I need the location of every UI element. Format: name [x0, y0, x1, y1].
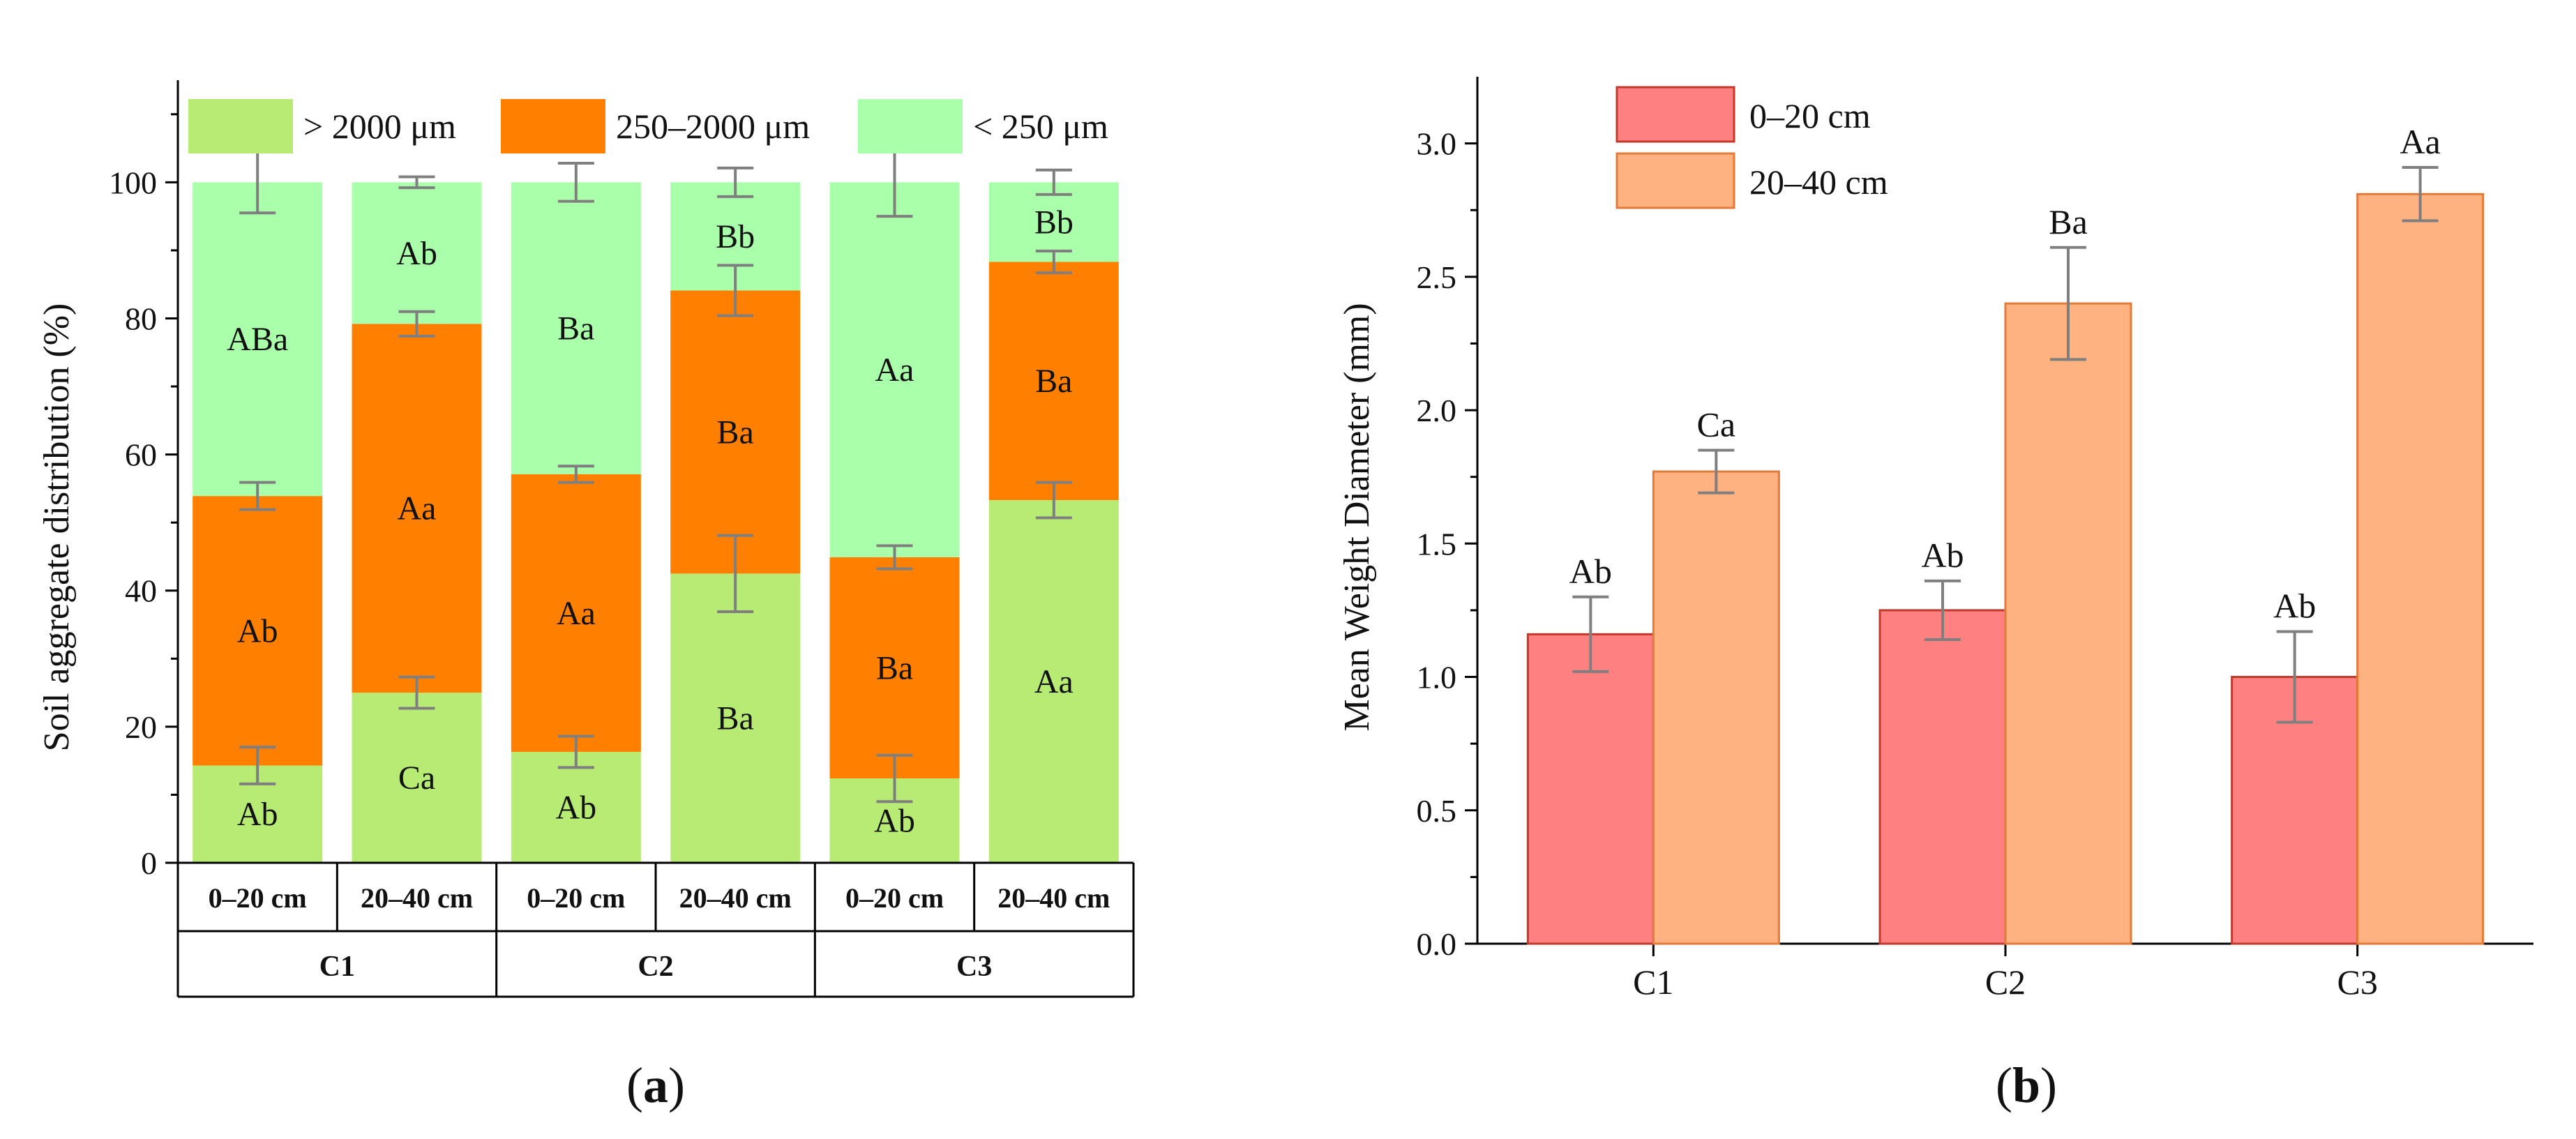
y-tick-label: 20	[125, 709, 157, 745]
significance-label: Bb	[1034, 204, 1074, 241]
x-category-label: C1	[1633, 963, 1673, 1002]
x-category-label: C2	[1985, 963, 2026, 1002]
legend-label: > 2000 μm	[303, 107, 456, 146]
significance-label: Aa	[398, 490, 437, 527]
x-category-label: 0–20 cm	[209, 882, 307, 914]
legend-swatch	[1615, 152, 1735, 209]
stacked-bar-segment	[829, 557, 960, 779]
legend-swatch	[858, 99, 963, 153]
legend-label: 250–2000 μm	[616, 107, 810, 146]
legend-label: 20–40 cm	[1749, 163, 1888, 202]
y-tick-label: 60	[125, 437, 157, 473]
stacked-bar-segment	[670, 290, 801, 574]
y-axis-title: Mean Weight Diameter (mm)	[1337, 303, 1377, 731]
significance-label: Ca	[1697, 405, 1736, 444]
significance-label: Aa	[557, 595, 596, 632]
legend-label: < 250 μm	[973, 107, 1108, 146]
stacked-bar-segment	[670, 573, 801, 863]
legend-label: 0–20 cm	[1749, 96, 1871, 135]
x-category-label: 0–20 cm	[527, 882, 625, 914]
bar	[1526, 633, 1655, 945]
legend-swatch	[188, 99, 293, 153]
panel-b-grouped-bar-chart: 0.0 0.5 1.0 1.5 2.0 2.5 3.0 Mean Weight Diamete…	[1337, 77, 2533, 1113]
bar	[1878, 609, 2007, 945]
significance-label: Ba	[557, 310, 594, 347]
significance-label: Ba	[1035, 363, 1072, 400]
y-tick-label: 40	[125, 573, 157, 609]
stacked-bar-segment	[988, 499, 1119, 863]
stacked-bar-segment	[511, 751, 641, 863]
significance-label: Ca	[398, 760, 435, 797]
significance-label: Ba	[717, 414, 754, 451]
y-tick-label: 80	[125, 301, 157, 336]
significance-label: Ab	[2273, 587, 2316, 626]
x-category-label: 20–40 cm	[361, 882, 473, 914]
significance-label: Ab	[555, 789, 596, 826]
y-tick-label: 2.5	[1417, 259, 1457, 295]
significance-label: Ab	[237, 796, 278, 833]
bar	[1652, 470, 1780, 945]
y-tick-label: 1.5	[1417, 526, 1457, 561]
significance-label: Aa	[2400, 122, 2441, 161]
stacked-bar-segment	[988, 262, 1119, 500]
significance-label: Ab	[1921, 536, 1964, 575]
significance-label: Ba	[876, 649, 913, 686]
significance-label: ABa	[227, 321, 288, 358]
stacked-bar-segment	[193, 182, 323, 497]
significance-label: Aa	[1034, 663, 1074, 700]
y-tick-label: 0.0	[1417, 926, 1457, 962]
significance-label: Ab	[237, 612, 278, 649]
x-category-label: 0–20 cm	[845, 882, 944, 914]
y-tick-label: 100	[109, 165, 157, 200]
significance-label: Ba	[717, 700, 754, 737]
x-group-label: C3	[956, 951, 992, 983]
y-tick-label: 2.0	[1417, 393, 1457, 428]
x-category-label: 20–40 cm	[679, 882, 792, 914]
panel-label: (a)	[626, 1057, 685, 1113]
significance-label: Bb	[716, 218, 755, 255]
stacked-bar-segment	[511, 182, 641, 474]
stacked-bar-segment	[511, 474, 641, 752]
x-group-label: C2	[638, 951, 673, 983]
y-tick-label: 0.5	[1417, 793, 1457, 829]
panel-a-stacked-bar-chart: 0 20 40 60 80 100 Soil aggregate distribution …	[37, 80, 1135, 1113]
x-category-label: 20–40 cm	[997, 882, 1110, 914]
stacked-bar-segment	[352, 182, 482, 324]
stacked-bar-segment	[829, 182, 960, 557]
stacked-bar-segment	[193, 496, 323, 766]
bar	[2004, 302, 2132, 945]
x-category-label: C3	[2337, 963, 2377, 1002]
x-group-label: C1	[319, 951, 355, 983]
significance-label: Ab	[1569, 552, 1612, 591]
y-tick-label: 1.0	[1417, 660, 1457, 695]
y-axis-title: Soil aggregate distribution (%)	[37, 303, 77, 752]
y-tick-label: 3.0	[1417, 126, 1457, 162]
legend-swatch	[1615, 86, 1735, 143]
y-tick-label: 0	[141, 845, 157, 881]
significance-label: Ab	[874, 803, 915, 840]
stacked-bar-segment	[352, 693, 482, 863]
legend-swatch	[501, 99, 605, 153]
significance-label: Ba	[2049, 202, 2088, 241]
panel-label: (b)	[1996, 1057, 2057, 1113]
significance-label: Aa	[875, 352, 914, 389]
stacked-bar-segment	[352, 324, 482, 693]
bar	[2356, 193, 2485, 945]
significance-label: Ab	[396, 235, 437, 272]
